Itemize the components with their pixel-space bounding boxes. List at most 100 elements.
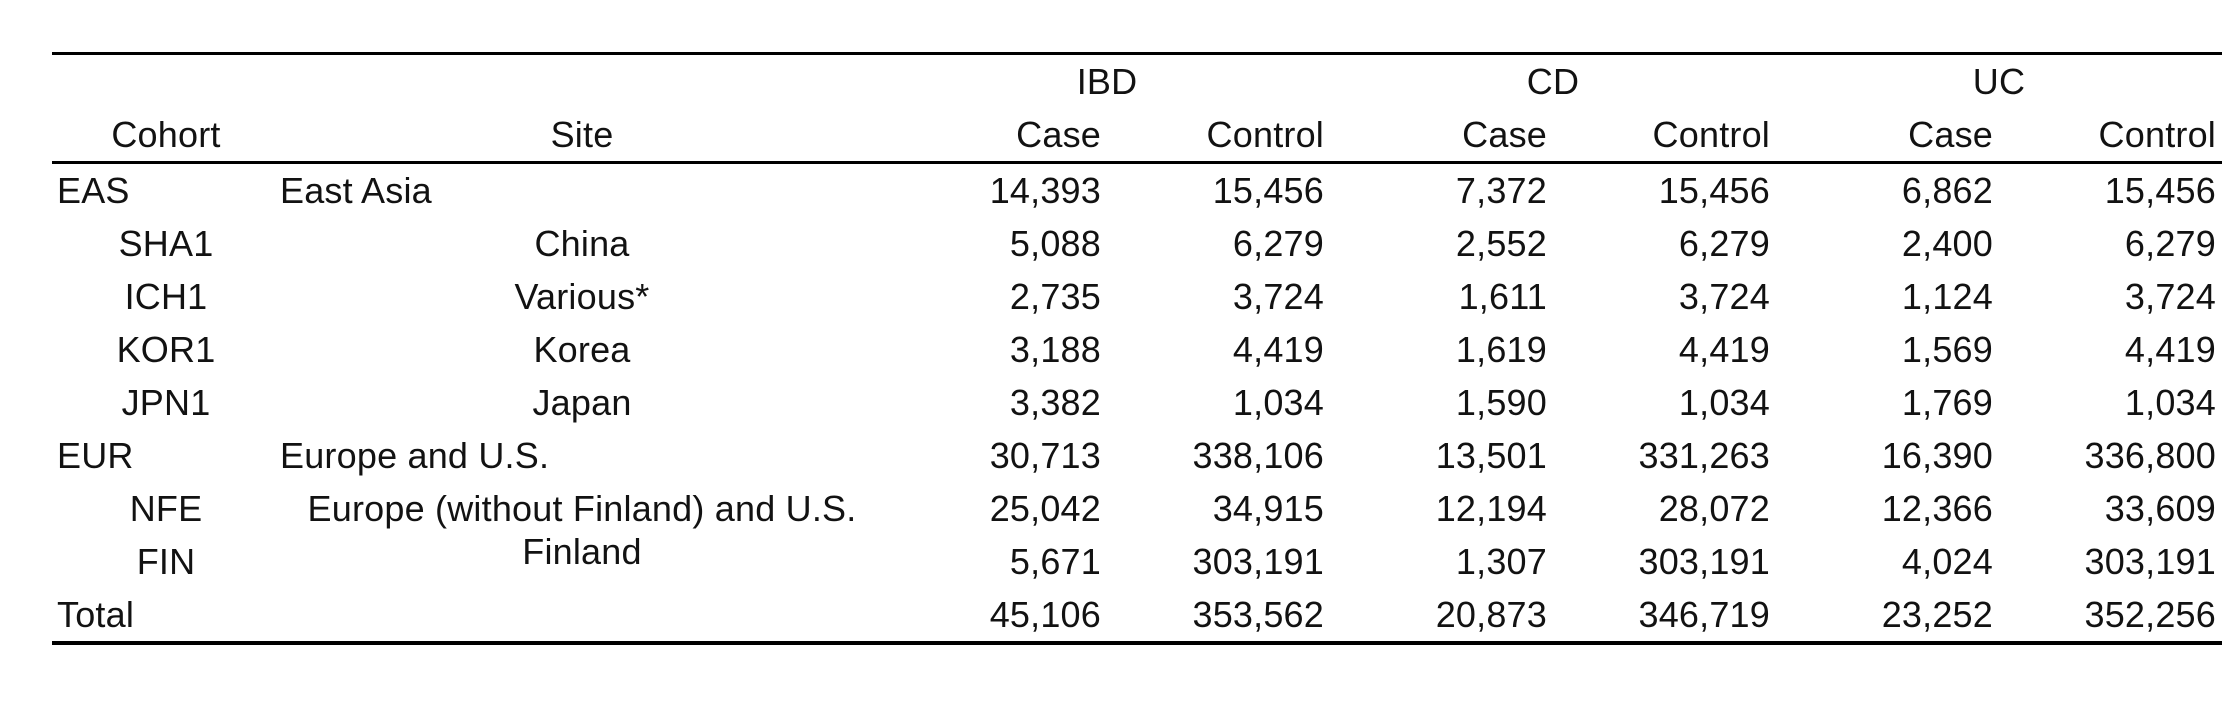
cd-control-cell: 1,034 bbox=[1678, 381, 1770, 423]
cd-control-cell: 28,072 bbox=[1658, 487, 1770, 529]
uc-case-cell: 1,124 bbox=[1901, 275, 1993, 317]
ibd-control-cell: 1,034 bbox=[1232, 381, 1324, 423]
site-cell: Japan bbox=[280, 376, 884, 429]
uc-case-cell: 12,366 bbox=[1881, 487, 1993, 529]
ibd-case-cell: 2,735 bbox=[1009, 275, 1101, 317]
ibd-control-cell: 15,456 bbox=[1212, 169, 1324, 211]
cohort-summary-table: IBD CD UC Cohort Site Case Control Case … bbox=[52, 52, 2222, 645]
uc-control-cell: 6,279 bbox=[2124, 222, 2216, 264]
site-cell: China bbox=[280, 217, 884, 270]
cd-control-cell: 4,419 bbox=[1678, 328, 1770, 370]
uc-case-cell: 6,862 bbox=[1901, 169, 1993, 211]
cohort-cell: ICH1 bbox=[124, 275, 208, 317]
group-header-uc: UC bbox=[1972, 60, 2026, 102]
ibd-case-cell: 30,713 bbox=[989, 434, 1101, 476]
uc-case-cell: 23,252 bbox=[1881, 593, 1993, 635]
uc-control-cell: 33,609 bbox=[2104, 487, 2216, 529]
cd-case-cell: 2,552 bbox=[1455, 222, 1547, 264]
table-row-jpn1: JPN1 Japan 3,382 1,034 1,590 1,034 1,769… bbox=[52, 376, 2222, 429]
group-header-ibd: IBD bbox=[1076, 60, 1138, 102]
table-body: EAS East Asia 14,393 15,456 7,372 15,456… bbox=[52, 163, 2222, 643]
ibd-control-cell: 34,915 bbox=[1212, 487, 1324, 529]
cd-case-cell: 20,873 bbox=[1435, 593, 1547, 635]
uc-control-cell: 352,256 bbox=[2084, 593, 2216, 635]
cd-control-cell: 346,719 bbox=[1638, 593, 1770, 635]
ibd-control-cell: 303,191 bbox=[1192, 540, 1324, 582]
group-header-spacer bbox=[52, 54, 884, 109]
site-label: Various* bbox=[514, 275, 650, 317]
column-header-cd-case: Case bbox=[1462, 113, 1547, 155]
table-row-fin: FIN Finland 5,671 303,191 1,307 303,191 … bbox=[52, 531, 2222, 588]
uc-case-cell: 4,024 bbox=[1901, 540, 1993, 582]
cd-case-cell: 12,194 bbox=[1435, 487, 1547, 529]
ibd-case-cell: 5,088 bbox=[1009, 222, 1101, 264]
site-label: Europe and U.S. bbox=[280, 434, 550, 476]
site-label: East Asia bbox=[280, 169, 432, 211]
table-row-total: Total 45,106 353,562 20,873 346,719 23,2… bbox=[52, 588, 2222, 643]
column-header-uc-control: Control bbox=[2098, 113, 2216, 155]
cd-case-cell: 1,619 bbox=[1455, 328, 1547, 370]
uc-control-cell: 15,456 bbox=[2104, 169, 2216, 211]
ibd-case-cell: 3,382 bbox=[1009, 381, 1101, 423]
site-cell: East Asia bbox=[280, 163, 884, 218]
site-label: China bbox=[534, 222, 630, 264]
table-row-kor1: KOR1 Korea 3,188 4,419 1,619 4,419 1,569… bbox=[52, 323, 2222, 376]
cohort-cell: NFE bbox=[129, 487, 203, 529]
cd-case-cell: 13,501 bbox=[1435, 434, 1547, 476]
ibd-case-cell: 14,393 bbox=[989, 169, 1101, 211]
cd-control-cell: 15,456 bbox=[1658, 169, 1770, 211]
column-header-site: Site bbox=[550, 113, 614, 155]
uc-control-cell: 1,034 bbox=[2124, 381, 2216, 423]
site-label: Korea bbox=[533, 328, 631, 370]
table-row-eas: EAS East Asia 14,393 15,456 7,372 15,456… bbox=[52, 163, 2222, 218]
cohort-cell: Total bbox=[57, 593, 135, 635]
ibd-case-cell: 25,042 bbox=[989, 487, 1101, 529]
column-header-ibd-case: Case bbox=[1016, 113, 1101, 155]
column-header-uc-case: Case bbox=[1908, 113, 1993, 155]
uc-control-cell: 336,800 bbox=[2084, 434, 2216, 476]
cohort-cell: EAS bbox=[57, 169, 130, 211]
cohort-cell: KOR1 bbox=[116, 328, 216, 370]
cohort-cell: JPN1 bbox=[121, 381, 211, 423]
cd-case-cell: 1,307 bbox=[1455, 540, 1547, 582]
site-label: Europe (without Finland) and U.S. bbox=[307, 487, 857, 529]
uc-control-cell: 303,191 bbox=[2084, 540, 2216, 582]
cd-case-cell: 7,372 bbox=[1455, 169, 1547, 211]
table-row-ich1: ICH1 Various* 2,735 3,724 1,611 3,724 1,… bbox=[52, 270, 2222, 323]
uc-control-cell: 3,724 bbox=[2124, 275, 2216, 317]
ibd-case-cell: 45,106 bbox=[989, 593, 1101, 635]
site-cell: Finland bbox=[280, 531, 884, 588]
table-row-eur: EUR Europe and U.S. 30,713 338,106 13,50… bbox=[52, 429, 2222, 482]
site-cell: Europe (without Finland) and U.S. bbox=[280, 482, 884, 535]
site-cell: Various* bbox=[280, 270, 884, 323]
column-header-cohort: Cohort bbox=[111, 113, 221, 155]
site-label: Finland bbox=[522, 530, 642, 572]
cohort-cell: EUR bbox=[57, 434, 134, 476]
site-cell: Europe and U.S. bbox=[280, 429, 884, 482]
uc-case-cell: 2,400 bbox=[1901, 222, 1993, 264]
site-label: Japan bbox=[532, 381, 632, 423]
cd-case-cell: 1,590 bbox=[1455, 381, 1547, 423]
ibd-control-cell: 353,562 bbox=[1192, 593, 1324, 635]
cohort-cell: SHA1 bbox=[118, 222, 214, 264]
uc-case-cell: 1,569 bbox=[1901, 328, 1993, 370]
site-cell bbox=[280, 588, 884, 643]
group-header-row: IBD CD UC bbox=[52, 54, 2222, 109]
uc-control-cell: 4,419 bbox=[2124, 328, 2216, 370]
ibd-case-cell: 3,188 bbox=[1009, 328, 1101, 370]
table-row-sha1: SHA1 China 5,088 6,279 2,552 6,279 2,400… bbox=[52, 217, 2222, 270]
cohort-cell: FIN bbox=[136, 540, 196, 582]
column-header-cd-control: Control bbox=[1652, 113, 1770, 155]
group-header-cd: CD bbox=[1526, 60, 1580, 102]
uc-case-cell: 1,769 bbox=[1901, 381, 1993, 423]
column-header-row: Cohort Site Case Control Case Control Ca… bbox=[52, 108, 2222, 163]
column-header-ibd-control: Control bbox=[1206, 113, 1324, 155]
ibd-control-cell: 6,279 bbox=[1232, 222, 1324, 264]
cd-control-cell: 3,724 bbox=[1678, 275, 1770, 317]
cd-control-cell: 303,191 bbox=[1638, 540, 1770, 582]
table-row-nfe: NFE Europe (without Finland) and U.S. 25… bbox=[52, 482, 2222, 535]
ibd-control-cell: 4,419 bbox=[1232, 328, 1324, 370]
ibd-control-cell: 3,724 bbox=[1232, 275, 1324, 317]
ibd-case-cell: 5,671 bbox=[1009, 540, 1101, 582]
ibd-control-cell: 338,106 bbox=[1192, 434, 1324, 476]
